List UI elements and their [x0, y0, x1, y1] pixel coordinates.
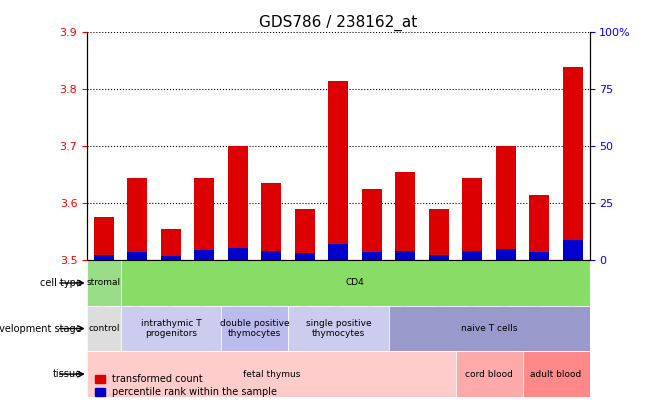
FancyBboxPatch shape — [523, 352, 590, 397]
Text: tissue: tissue — [53, 369, 82, 379]
FancyBboxPatch shape — [389, 306, 590, 352]
Bar — [228, 146, 248, 260]
Bar — [161, 256, 181, 260]
FancyBboxPatch shape — [87, 306, 121, 352]
Bar — [94, 254, 114, 260]
Text: adult blood: adult blood — [531, 370, 582, 379]
Bar — [127, 252, 147, 260]
FancyBboxPatch shape — [121, 306, 221, 352]
Bar — [462, 178, 482, 260]
FancyBboxPatch shape — [87, 260, 121, 306]
FancyBboxPatch shape — [221, 306, 288, 352]
Text: CD4: CD4 — [346, 279, 364, 288]
Text: cord blood: cord blood — [465, 370, 513, 379]
Bar — [429, 254, 449, 260]
Bar — [362, 252, 382, 260]
Text: stromal: stromal — [87, 279, 121, 288]
Bar — [94, 217, 114, 260]
Bar — [161, 229, 181, 260]
Text: fetal thymus: fetal thymus — [243, 370, 300, 379]
Bar — [395, 172, 415, 260]
FancyBboxPatch shape — [288, 306, 389, 352]
Bar — [328, 81, 348, 260]
Bar — [362, 189, 382, 260]
Bar — [328, 244, 348, 260]
Text: cell type: cell type — [40, 278, 82, 288]
Bar — [194, 178, 214, 260]
FancyBboxPatch shape — [121, 260, 590, 306]
Title: GDS786 / 238162_at: GDS786 / 238162_at — [259, 15, 417, 31]
Bar — [261, 183, 281, 260]
Bar — [429, 209, 449, 260]
Bar — [228, 248, 248, 260]
Bar — [295, 254, 315, 260]
Bar — [295, 209, 315, 260]
Text: development stage: development stage — [0, 324, 82, 334]
Bar — [194, 250, 214, 260]
Legend: transformed count, percentile rank within the sample: transformed count, percentile rank withi… — [92, 371, 280, 400]
FancyBboxPatch shape — [87, 352, 456, 397]
Text: intrathymic T
progenitors: intrathymic T progenitors — [141, 319, 201, 338]
Text: single positive
thymocytes: single positive thymocytes — [306, 319, 371, 338]
Bar — [529, 252, 549, 260]
Text: naive T cells: naive T cells — [461, 324, 517, 333]
Text: double positive
thymocytes: double positive thymocytes — [220, 319, 289, 338]
Text: control: control — [88, 324, 120, 333]
Bar — [462, 251, 482, 260]
FancyBboxPatch shape — [456, 352, 523, 397]
Bar — [563, 240, 583, 260]
Bar — [496, 146, 516, 260]
Bar — [529, 195, 549, 260]
Bar — [496, 249, 516, 260]
Bar — [563, 66, 583, 260]
Bar — [261, 251, 281, 260]
Bar — [127, 178, 147, 260]
Bar — [395, 251, 415, 260]
